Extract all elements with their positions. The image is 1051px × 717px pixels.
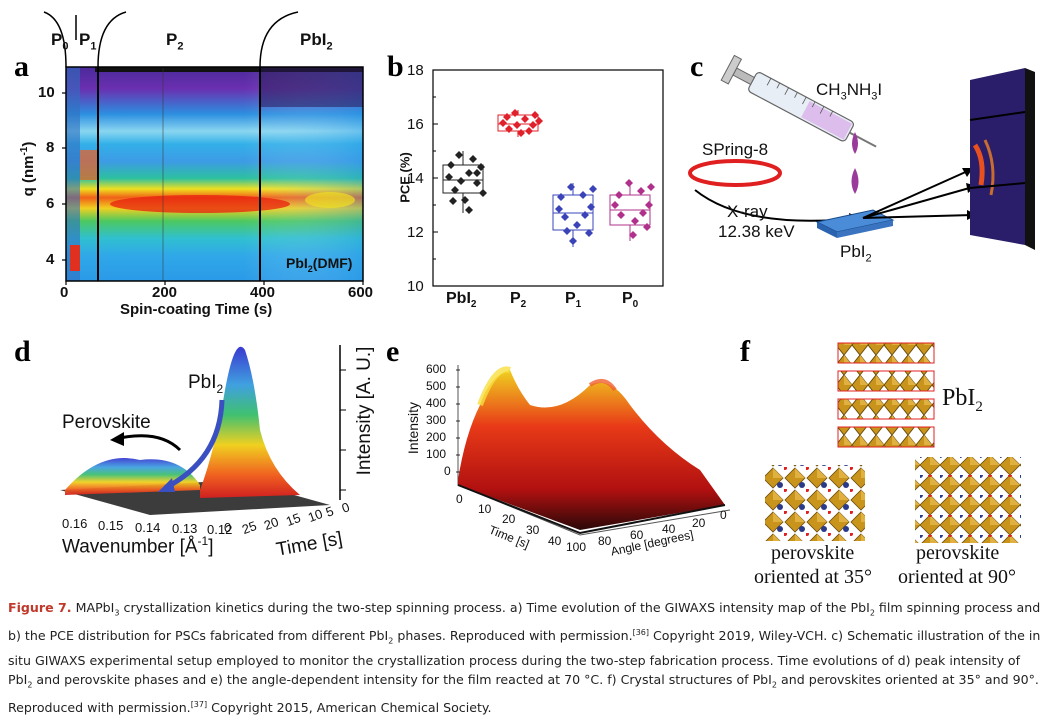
panel-b-y-tick-12: 12: [407, 224, 424, 241]
panel-d-x-tick-0.14: 0.14: [135, 520, 161, 535]
panel-a-y-tick-8: 8: [46, 139, 55, 156]
panel-d-x-axis-label: Wavenumber [Å-1]: [62, 534, 214, 558]
panel-f-right-label-2: oriented at 90°: [898, 566, 1016, 588]
panel-a-y-tick-10: 10: [38, 84, 55, 101]
panel-e-z-tick-400: 400: [426, 396, 447, 410]
panel-e-angle-tick-60: 60: [630, 528, 644, 542]
panel-e-z-tick-500: 500: [426, 379, 447, 393]
panel-c-source-label: SPring-8: [702, 140, 769, 159]
caption-ref-37: [37]: [190, 699, 208, 709]
panel-e-z-tick-200: 200: [426, 430, 447, 444]
phase-label-p1: P1: [79, 30, 97, 53]
panel-b-category-p1: P1: [565, 290, 582, 311]
panel-e-angle-tick-40: 40: [662, 522, 676, 536]
phase-label-pbi2: PbI2: [300, 30, 333, 53]
panel-d-x-tick-0.16: 0.16: [62, 516, 88, 531]
panel-a-x-tick-0: 0: [60, 284, 69, 301]
panel-label-d: d: [14, 335, 31, 368]
panel-b-boxplot: [432, 69, 664, 287]
panel-b-y-tick-10: 10: [407, 278, 424, 295]
panel-label-a: a: [14, 50, 29, 83]
panel-d-surface: [60, 345, 346, 515]
panel-e-z-tick-600: 600: [426, 362, 447, 376]
panel-e-angle-tick-100: 100: [566, 540, 587, 554]
caption-ref-36: [36]: [632, 627, 649, 637]
panel-f-pbi2-label: PbI2: [942, 385, 983, 415]
figure-caption: Figure 7. MAPbI3 crystallization kinetic…: [8, 600, 1041, 715]
panel-f-left-label-1: perovskite: [771, 542, 855, 564]
panel-d-x-tick-0.13: 0.13: [172, 521, 198, 536]
panel-b-y-tick-16: 16: [407, 116, 424, 133]
panel-d-peak-label: PbI2: [188, 372, 224, 396]
panel-a-y-axis-label: q (nm-1): [19, 141, 37, 197]
panel-e-surface: [456, 365, 731, 536]
panel-a-inset-label: PbI2(DMF): [286, 255, 353, 274]
panel-b-y-tick-14: 14: [407, 170, 424, 187]
panel-e-time-tick-0: 0: [456, 492, 463, 506]
panel-b-y-tick-18: 18: [407, 62, 424, 79]
panel-e-time-tick-30: 30: [526, 523, 540, 537]
panel-b-category-p0: P0: [622, 290, 639, 311]
panel-c-beam-label: X-ray: [727, 202, 768, 221]
panel-a-y-tick-4: 4: [46, 251, 55, 268]
panel-c-schematic: [688, 54, 1035, 250]
panel-e-angle-tick-20: 20: [692, 516, 706, 530]
panel-e-z-tick-0: 0: [444, 464, 451, 478]
panel-a-x-tick-400: 400: [250, 284, 276, 301]
panel-e-angle-tick-80: 80: [598, 534, 612, 548]
panel-e-z-axis-label: Intensity: [405, 401, 421, 455]
panel-a-heatmap: [43, 11, 364, 285]
panel-label-e: e: [386, 335, 400, 368]
panel-a-y-tick-6: 6: [46, 195, 55, 212]
panel-e-time-tick-20: 20: [502, 512, 516, 526]
caption-figure-label: Figure 7.: [8, 600, 72, 615]
panel-label-b: b: [387, 50, 404, 83]
panel-label-f: f: [740, 335, 750, 368]
panel-c-reagent-label: CH3NH3I: [816, 80, 883, 103]
panel-e-z-tick-100: 100: [426, 447, 447, 461]
panel-e-time-tick-10: 10: [478, 502, 492, 516]
panel-f-left-label-2: oriented at 35°: [754, 566, 872, 588]
panel-d-y-tick-0a: 0: [224, 520, 232, 535]
panel-d-x-tick-0.12: 0.12: [207, 522, 233, 537]
panel-b-category-pbi2: PbI2: [446, 290, 477, 311]
panel-b-category-p2: P2: [510, 290, 527, 311]
panel-e-angle-tick-0: 0: [720, 508, 727, 522]
panel-f-structures: [765, 342, 1021, 543]
phase-label-p0: P0: [51, 30, 69, 53]
panel-a-x-tick-200: 200: [152, 284, 178, 301]
panel-d-z-axis-label: Intensity [A. U.]: [354, 346, 375, 476]
panel-a-x-tick-600: 600: [348, 284, 374, 301]
panel-f-right-label-1: perovskite: [916, 542, 1000, 564]
panel-e-z-tick-300: 300: [426, 413, 447, 427]
panel-label-c: c: [690, 50, 704, 83]
panel-d-perovskite-label: Perovskite: [62, 412, 151, 433]
panel-c-substrate-label: PbI2: [840, 242, 872, 265]
panel-e-time-tick-40: 40: [548, 534, 562, 548]
panel-c-energy-label: 12.38 keV: [718, 222, 795, 241]
phase-label-p2: P2: [166, 30, 184, 53]
panel-a-x-axis-label: Spin-coating Time (s): [120, 301, 273, 318]
panel-d-x-tick-0.15: 0.15: [98, 518, 124, 533]
